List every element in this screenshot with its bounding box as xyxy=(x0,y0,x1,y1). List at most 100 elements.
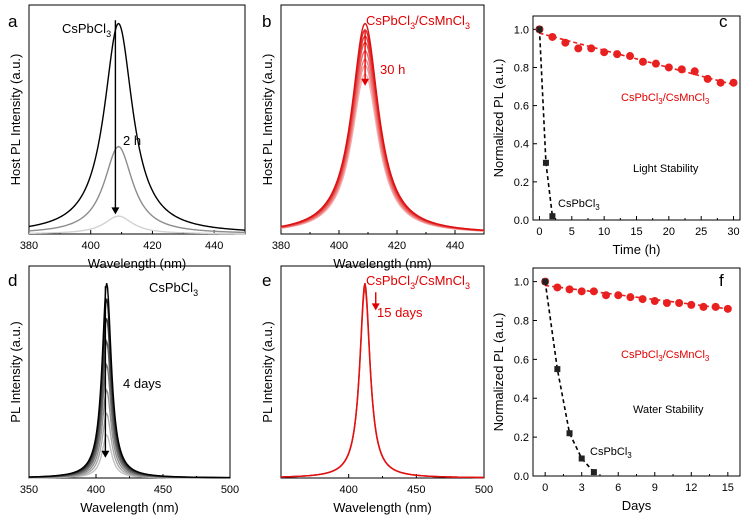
time-label-b: 30 h xyxy=(380,62,405,77)
x-tick-label: 15 xyxy=(630,226,642,238)
x-tick-label: 25 xyxy=(695,226,707,238)
data-point xyxy=(675,298,684,307)
y-tick-label: 0.4 xyxy=(514,393,529,405)
spectrum-curve xyxy=(28,215,245,235)
sample-label-d: CsPbCl3 xyxy=(149,280,198,298)
y-tick-label: 0.0 xyxy=(514,215,529,227)
data-point xyxy=(703,74,712,83)
x-tick-label: 30 xyxy=(727,226,739,238)
data-point xyxy=(577,287,586,296)
plot-frame xyxy=(280,4,485,235)
x-tick-label: 420 xyxy=(388,240,406,252)
data-point xyxy=(587,44,596,53)
x-tick-label: 10 xyxy=(598,226,610,238)
x-tick-label: 500 xyxy=(221,484,239,496)
data-point xyxy=(687,300,696,309)
fit-line xyxy=(545,284,728,310)
spectrum-curve xyxy=(28,388,231,479)
data-point xyxy=(542,278,549,285)
data-point xyxy=(662,298,671,307)
data-point xyxy=(561,38,570,47)
data-point xyxy=(549,213,556,220)
y-tick-label: 0.8 xyxy=(514,315,529,327)
x-tick-label: 350 xyxy=(20,484,38,496)
data-point xyxy=(690,67,699,76)
spectrum-curve xyxy=(280,283,485,479)
x-tick-label: 400 xyxy=(87,484,105,496)
x-tick-label: 440 xyxy=(446,240,464,252)
x-tick-label: 0 xyxy=(542,482,548,494)
panel-letter-a: a xyxy=(8,12,18,31)
y-axis-label: Normalized PL (a.u.) xyxy=(491,59,506,178)
y-axis-label: PL Intensity (a.u.) xyxy=(8,321,23,422)
panel-d: d CsPbCl3 4 days 350 400 450 500 Wavelength … xyxy=(8,265,239,515)
data-point xyxy=(548,32,557,41)
y-axis-label: Normalized PL (a.u.) xyxy=(491,313,506,432)
series-label-black-f: CsPbCl3 xyxy=(590,446,632,460)
plot-frame xyxy=(532,267,741,477)
y-tick-label: 1.0 xyxy=(514,277,529,289)
panel-letter-f: f xyxy=(719,271,724,290)
panel-c: c CsPbCl3/CsMnCl3 CsPbCl3 Light Stabilit… xyxy=(491,12,741,257)
spectrum-curve xyxy=(28,318,231,479)
data-point xyxy=(589,287,598,296)
y-tick-label: 0.0 xyxy=(514,471,529,483)
trend-arrow-head xyxy=(101,450,110,458)
series-label-red-c: CsPbCl3/CsMnCl3 xyxy=(621,92,710,106)
fit-line xyxy=(544,281,595,473)
y-tick-label: 1.0 xyxy=(514,24,529,36)
x-axis-label: Wavelength (nm) xyxy=(88,256,187,271)
x-axis-label: Wavelength (nm) xyxy=(80,500,179,515)
plot-frame xyxy=(280,265,485,479)
y-axis-label: PL Intensity (a.u.) xyxy=(260,321,275,422)
y-tick-label: 0.2 xyxy=(514,432,529,444)
x-tick-label: 420 xyxy=(143,240,161,252)
time-label-d: 4 days xyxy=(123,376,162,391)
x-axis-label: Days xyxy=(622,498,652,513)
sample-label-e: CsPbCl3/CsMnCl3 xyxy=(366,273,470,291)
time-label-e: 15 days xyxy=(377,305,423,320)
y-tick-label: 0.4 xyxy=(514,139,529,151)
data-point xyxy=(729,78,738,87)
trend-arrow-head xyxy=(361,78,370,86)
spectrum-curve xyxy=(280,22,485,231)
y-tick-label: 0.6 xyxy=(514,101,529,113)
trend-arrow-head xyxy=(371,303,380,311)
data-point xyxy=(626,293,635,302)
sample-label-b: CsPbCl3/CsMnCl3 xyxy=(366,13,470,31)
x-tick-label: 20 xyxy=(663,226,675,238)
data-point xyxy=(590,469,597,476)
plot-frame xyxy=(28,4,246,235)
panel-letter-d: d xyxy=(8,271,17,290)
data-point xyxy=(626,52,635,61)
data-point xyxy=(711,302,720,311)
y-axis-label: Host PL Intensity (a.u.) xyxy=(8,54,23,186)
data-point xyxy=(723,304,732,313)
spectrum-curve xyxy=(28,338,231,479)
panel-f: f CsPbCl3/CsMnCl3 CsPbCl3 Water Stabilit… xyxy=(491,267,741,513)
y-tick-label: 0.8 xyxy=(514,62,529,74)
data-point xyxy=(613,50,622,59)
panel-letter-c: c xyxy=(719,12,728,31)
series-label-black-c: CsPbCl3 xyxy=(558,198,600,212)
x-tick-label: 440 xyxy=(205,240,223,252)
spectrum-curve xyxy=(28,22,246,231)
data-point xyxy=(536,26,543,33)
plot-title-c: Light Stability xyxy=(633,163,699,175)
data-point xyxy=(574,44,583,53)
x-tick-label: 500 xyxy=(475,484,493,496)
data-point xyxy=(614,291,623,300)
panel-b: b CsPbCl3/CsMnCl3 30 h 380 400 420 440 Wavel… xyxy=(260,4,485,271)
y-tick-label: 0.2 xyxy=(514,177,529,189)
data-point xyxy=(664,63,673,72)
data-point xyxy=(638,295,647,304)
data-point xyxy=(553,283,562,292)
spectrum-curve xyxy=(28,145,246,234)
fit-line xyxy=(538,29,554,217)
x-tick-label: 3 xyxy=(579,482,585,494)
data-point xyxy=(600,48,609,57)
x-tick-label: 0 xyxy=(536,226,542,238)
plot-title-f: Water Stability xyxy=(633,404,704,416)
